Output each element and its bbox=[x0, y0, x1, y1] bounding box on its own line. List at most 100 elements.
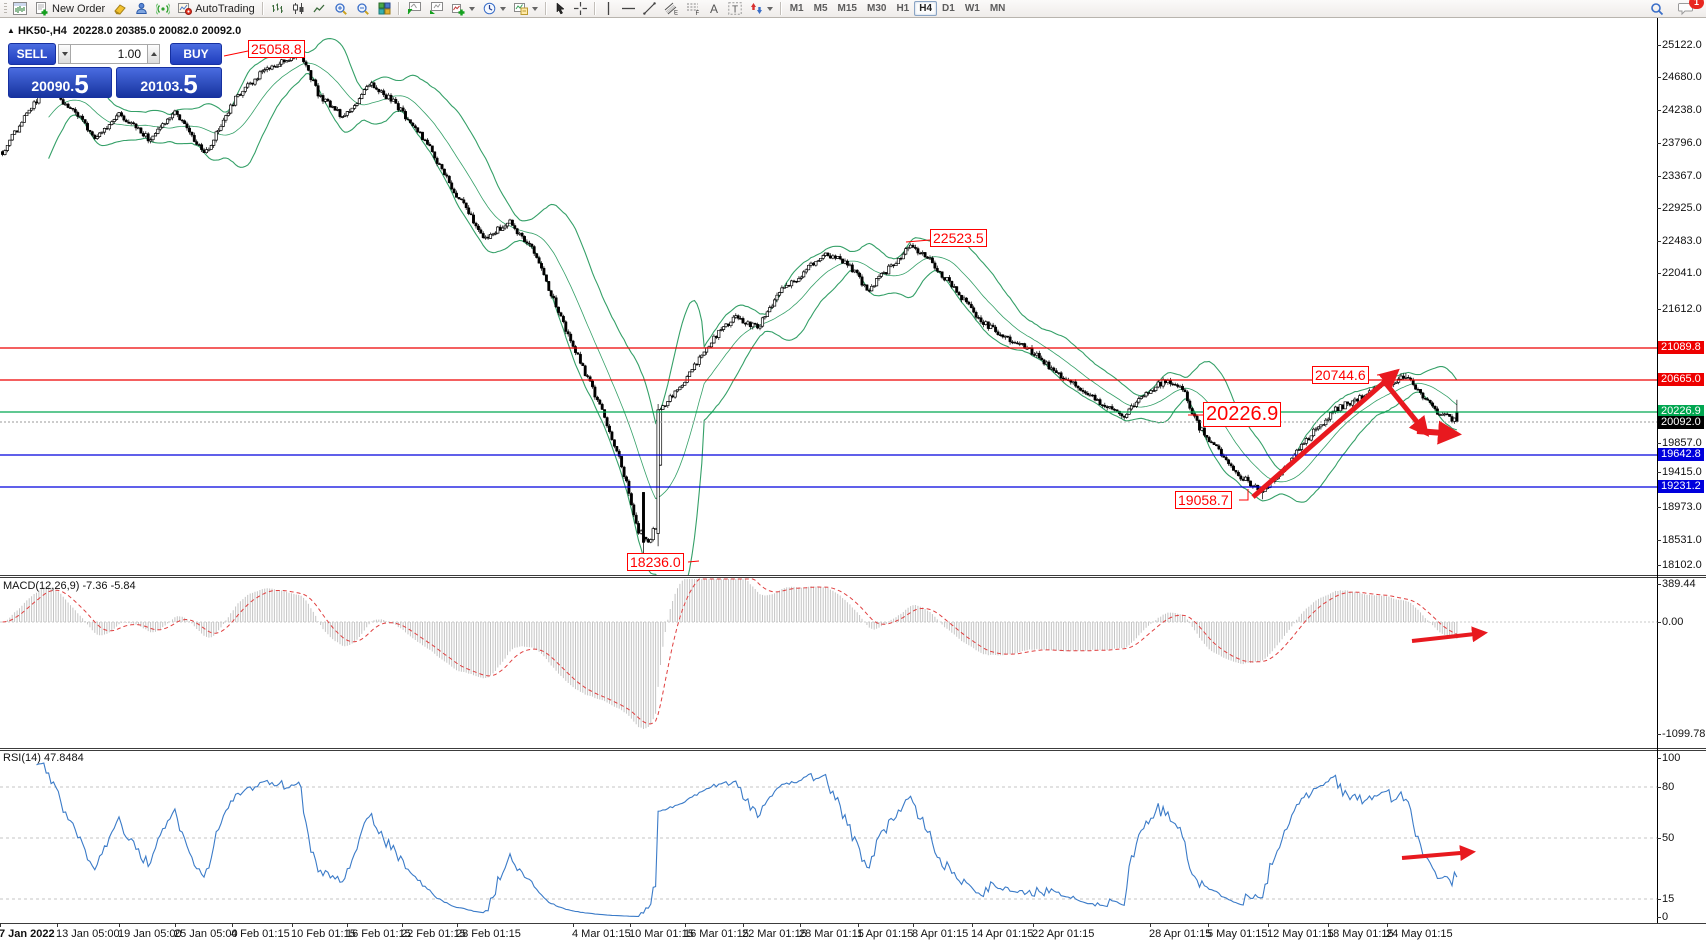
bullish-candles bbox=[3, 53, 1456, 543]
rsi-axis-label: 80 bbox=[1662, 781, 1675, 793]
timeframe-m5-button[interactable]: M5 bbox=[813, 3, 828, 14]
time-axis-tick bbox=[972, 923, 973, 927]
line-chart-button[interactable] bbox=[309, 0, 330, 18]
label-button[interactable]: T bbox=[724, 0, 746, 18]
crosshair-icon bbox=[573, 2, 587, 15]
dropdown-caret-icon bbox=[531, 6, 538, 11]
channel-button[interactable]: E bbox=[660, 0, 682, 18]
dropdown-caret-icon bbox=[499, 6, 506, 11]
trendline-icon bbox=[642, 2, 656, 15]
volume-input[interactable]: 1.00 bbox=[71, 44, 147, 64]
fibonacci-button[interactable]: F bbox=[682, 0, 704, 18]
zoom-in-button[interactable] bbox=[330, 0, 352, 18]
signals-icon[interactable] bbox=[152, 0, 174, 18]
indicators-icon bbox=[451, 2, 465, 16]
arrange-windows-button[interactable] bbox=[403, 0, 425, 18]
buy-button[interactable]: BUY bbox=[170, 43, 222, 65]
time-axis-tick bbox=[858, 923, 859, 927]
time-axis-label: 16 Mar 01:15 bbox=[684, 928, 749, 940]
timeframe-m15-button[interactable]: M15 bbox=[837, 3, 857, 14]
new-order-button[interactable]: New Order bbox=[31, 0, 109, 18]
time-axis-label: 14 Apr 01:15 bbox=[971, 928, 1034, 940]
trend-arrow bbox=[1411, 626, 1488, 643]
macd-panel[interactable] bbox=[0, 577, 1657, 748]
rsi-axis-tick bbox=[1657, 787, 1661, 788]
horizontal-line-button[interactable] bbox=[618, 0, 639, 18]
timeframe-mn-button[interactable]: MN bbox=[989, 3, 1006, 14]
sell-price[interactable]: 20090. 5 bbox=[8, 67, 113, 98]
tile-windows-button[interactable] bbox=[374, 0, 395, 18]
volume-decrease-button[interactable] bbox=[58, 44, 71, 64]
trend-arrow bbox=[1416, 420, 1462, 445]
crosshair-button[interactable] bbox=[570, 0, 591, 18]
time-axis-tick bbox=[1387, 923, 1388, 927]
price-axis-tick bbox=[1657, 507, 1661, 508]
time-axis-tick bbox=[1150, 923, 1151, 927]
signals-icon-icon bbox=[156, 2, 171, 15]
cursor-button[interactable] bbox=[550, 0, 570, 18]
timeframe-m1-button[interactable]: M1 bbox=[789, 3, 804, 14]
collapse-triangle-icon[interactable]: ▲ bbox=[7, 26, 15, 35]
chat-icon[interactable]: 1 bbox=[1674, 0, 1704, 18]
svg-text:F: F bbox=[695, 11, 699, 15]
terminal-icon[interactable] bbox=[131, 0, 152, 18]
toolbar-separator bbox=[593, 2, 596, 15]
down-arrow-icon bbox=[61, 52, 68, 56]
time-axis-label: 8 Apr 01:15 bbox=[912, 928, 969, 940]
panel-splitter[interactable] bbox=[0, 575, 1706, 576]
macd-label: MACD(12,26,9) -7.36 -5.84 bbox=[3, 580, 136, 592]
time-axis-label: 1 Apr 01:15 bbox=[857, 928, 914, 940]
panel-splitter[interactable] bbox=[0, 748, 1706, 749]
chat-badge: 1 bbox=[1689, 0, 1704, 9]
autotrading-button[interactable]: AutoTrading bbox=[174, 0, 259, 18]
time-axis-label: 25 Jan 05:00 bbox=[174, 928, 238, 940]
timeframe-d1-button[interactable]: D1 bbox=[942, 3, 955, 14]
vertical-line-button[interactable] bbox=[599, 0, 618, 18]
bar-chart-button[interactable] bbox=[267, 0, 288, 18]
time-axis-tick bbox=[402, 923, 403, 927]
line-chart-icon bbox=[313, 2, 326, 15]
chart-window-icon[interactable] bbox=[9, 0, 31, 18]
time-axis-tick bbox=[57, 923, 58, 927]
metaeditor-icon[interactable] bbox=[109, 0, 131, 18]
zoom-out-button[interactable] bbox=[352, 0, 374, 18]
text-button[interactable]: A bbox=[704, 0, 724, 18]
search-icon[interactable] bbox=[1646, 0, 1668, 18]
templates-button[interactable] bbox=[510, 0, 542, 18]
macd-axis-tick bbox=[1657, 584, 1661, 585]
time-axis-label: 28 Mar 01:15 bbox=[799, 928, 864, 940]
time-axis-label: 19 Jan 05:00 bbox=[118, 928, 182, 940]
candlestick-chart-button[interactable] bbox=[288, 0, 309, 18]
price-axis-label: 18531.0 bbox=[1662, 534, 1702, 546]
arrows-button[interactable] bbox=[746, 0, 777, 18]
trendline-button[interactable] bbox=[639, 0, 660, 18]
horizontal-line-icon bbox=[621, 3, 635, 14]
buy-price[interactable]: 20103. 5 bbox=[116, 67, 222, 98]
cascade-windows-button[interactable] bbox=[425, 0, 447, 18]
macd-signal-line bbox=[2, 578, 1458, 725]
periods-button[interactable] bbox=[479, 0, 510, 18]
price-callout: 22523.5 bbox=[930, 229, 987, 248]
indicators-button[interactable] bbox=[447, 0, 479, 18]
time-axis-tick bbox=[347, 923, 348, 927]
vertical-line-icon bbox=[603, 2, 614, 15]
timeframe-m30-button[interactable]: M30 bbox=[866, 3, 887, 14]
timeframe-w1-button[interactable]: W1 bbox=[964, 3, 980, 14]
rsi-axis-label: 50 bbox=[1662, 832, 1675, 844]
timeframe-h4-button[interactable]: H4 bbox=[914, 1, 938, 16]
timeframe-h1-button[interactable]: H1 bbox=[896, 3, 910, 14]
volume-increase-button[interactable] bbox=[147, 44, 160, 64]
macd-axis-tick bbox=[1657, 622, 1661, 623]
price-chart[interactable] bbox=[0, 18, 1657, 575]
rsi-panel[interactable] bbox=[0, 750, 1657, 923]
dropdown-caret-icon bbox=[468, 6, 475, 11]
fibonacci-icon: F bbox=[686, 2, 700, 15]
toolbar-separator bbox=[261, 2, 264, 15]
channel-icon: E bbox=[664, 2, 678, 15]
chart-window-icon-icon bbox=[13, 2, 27, 15]
time-axis-label: 22 Apr 01:15 bbox=[1032, 928, 1095, 940]
price-axis-label: 19857.0 bbox=[1662, 437, 1702, 449]
sell-button[interactable]: SELL bbox=[8, 43, 56, 65]
price-axis-tick bbox=[1657, 176, 1661, 177]
toolbar: New Order AutoTrading E F A T M1 M5 M15 M30 H1 H4 D1… bbox=[0, 0, 1706, 18]
